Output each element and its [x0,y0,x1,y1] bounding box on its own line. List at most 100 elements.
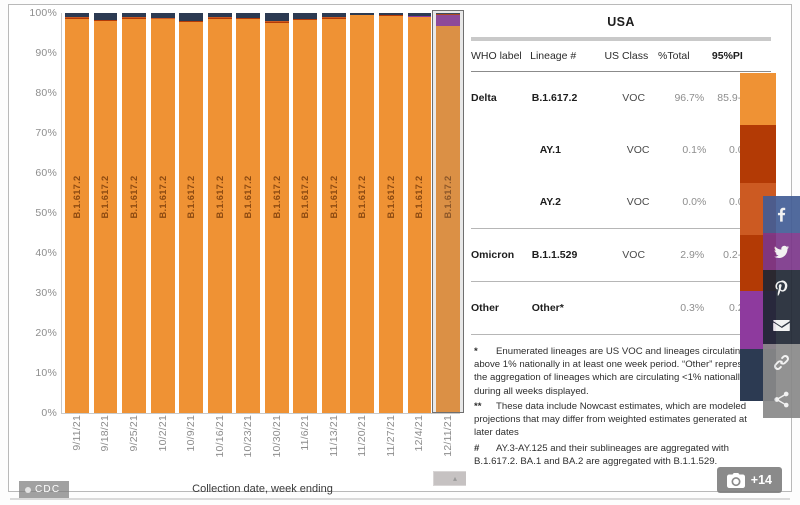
y-axis-tick: 10% [35,367,57,379]
bar-inner-label: B.1.617.2 [214,175,225,219]
bar-segment-b11529 [436,14,460,27]
cell-who-label: Delta [471,92,497,104]
bar-inner-label: B.1.617.2 [100,175,110,218]
col-header-95pi: 95%PI [711,50,743,62]
x-axis-tick-wrap: 9/18/21 [94,415,118,473]
bar-segment-b16172 [379,15,403,413]
bar-segment-ay1 [179,21,204,22]
x-axis-tick-wrap: 10/9/21 [179,415,203,473]
y-axis-tick: 60% [35,167,57,179]
bar-segment-b16172 [122,18,146,413]
x-axis-tick: 10/9/21 [185,415,198,452]
bar-segment-b16172 [65,18,89,413]
bar-group: B.1.617.2 B.1.617.2 B.1.617.2 B.1.617.2 B.1.… [65,10,464,413]
bar-segment-other [93,13,118,20]
share-button-share[interactable] [763,381,800,418]
bar-column[interactable]: B.1.617.2 [179,13,204,413]
bar-segment-other [65,13,89,18]
legend-swatch-b16172 [740,73,776,125]
share-button-twitter[interactable] [763,233,800,270]
y-axis-tick: 70% [35,127,57,139]
photo-count-badge[interactable]: +14 [716,467,782,493]
bar-column[interactable]: B.1.617.2 [293,13,318,413]
bar-column[interactable]: B.1.617.2 [350,13,375,413]
bar-segment-other [179,13,204,21]
x-axis-tick: 11/13/21 [327,415,340,457]
bar-column[interactable]: B.1.617.2 [321,13,346,413]
bar-segment-b16172 [236,19,261,413]
bar-column[interactable]: B.1.617.2 [432,10,464,413]
share-button-email[interactable] [763,307,800,344]
bar-column[interactable]: B.1.617.2 [379,13,403,413]
cell-us-class: VOC [626,196,650,208]
share-button-link[interactable] [763,344,800,381]
share-button-facebook[interactable] [763,196,800,233]
cell-pct-total: 0.3% [680,302,705,314]
bar-inner-label: B.1.617.2 [129,175,139,218]
bar-segment-ay1 [65,17,89,19]
bar-inner-label: B.1.617.2 [357,175,367,218]
footnote-marker: ** [474,400,482,412]
table-row-rule [471,228,771,229]
footnote: * Enumerated lineages are US VOC and line… [474,345,768,398]
plot-area: B.1.617.2 B.1.617.2 B.1.617.2 B.1.617.2 B.1.… [65,10,464,413]
footnote-marker: # [474,442,480,454]
x-axis-tick: 12/4/21 [413,415,426,452]
x-axis-tick-wrap: 9/11/21 [65,415,89,473]
footnote-text: Enumerated lineages are US VOC and linea… [474,346,761,397]
bar-segment-other [379,13,403,16]
social-share-rail [763,196,800,418]
x-axis-tick: 9/18/21 [99,415,112,452]
bar-column[interactable]: B.1.617.2 [122,13,146,413]
bar-column[interactable]: B.1.617.2 [236,13,261,413]
bar-column[interactable]: B.1.617.2 [65,13,89,413]
bar-segment-b16172 [207,18,232,413]
bar-column[interactable]: B.1.617.2 [264,13,289,413]
bar-column[interactable]: B.1.617.2 [207,13,232,413]
bar-segment-ay1 [236,18,261,19]
x-axis-tick-wrap: 12/11/21 [436,415,460,473]
bar-segment-ay1 [293,19,318,21]
footnote-text: AY.3-AY.125 and their sublineages are ag… [474,442,729,467]
bar-segment-b16172 [350,15,375,413]
bar-column[interactable]: B.1.617.2 [150,13,175,413]
y-axis-line [61,13,62,414]
cell-pct-total: 0.0% [682,196,707,208]
caption-text-strip [0,493,800,505]
bar-inner-label: B.1.617.2 [386,175,396,218]
x-axis-tick-wrap: 10/2/21 [151,415,175,473]
footnote: # AY.3-AY.125 and their sublineages are a… [474,442,768,468]
bar-column[interactable]: B.1.617.2 [93,13,118,413]
share-button-pinterest[interactable] [763,270,800,307]
x-axis-tick-wrap: 12/4/21 [408,415,432,473]
share-icon [774,391,789,408]
y-axis-tick: 30% [35,287,57,299]
bar-inner-label: B.1.617.2 [300,175,311,219]
x-axis-tick-wrap: 9/25/21 [122,415,146,473]
table-row-rule [471,281,771,282]
bar-inner-label: B.1.617.2 [243,175,254,219]
camera-icon [726,472,745,488]
col-header-lineage: Lineage # [530,50,577,62]
bar-segment-b16172 [93,21,118,413]
photo-count-label: +14 [750,473,772,487]
bar-segment-b11529 [407,16,432,17]
scroll-nub-label: ▴ [452,474,457,483]
x-axis-tick: 11/27/21 [384,415,397,457]
footnote-text: These data include Nowcast estimates, wh… [474,400,747,439]
y-axis-tick: 0% [41,407,57,419]
table-header-rule [471,71,771,72]
cell-lineage: B.1.617.2 [531,92,578,104]
y-axis: 100% 90% 80% 70% 60% 50% 40% 30% 20% 10% 0% [9,7,63,419]
bar-inner-label: B.1.617.2 [72,175,82,218]
cell-pct-total: 96.7% [674,92,705,104]
bar-segment-other [122,13,146,18]
caption-line [10,498,790,500]
bar-column[interactable]: B.1.617.2 [407,13,432,413]
